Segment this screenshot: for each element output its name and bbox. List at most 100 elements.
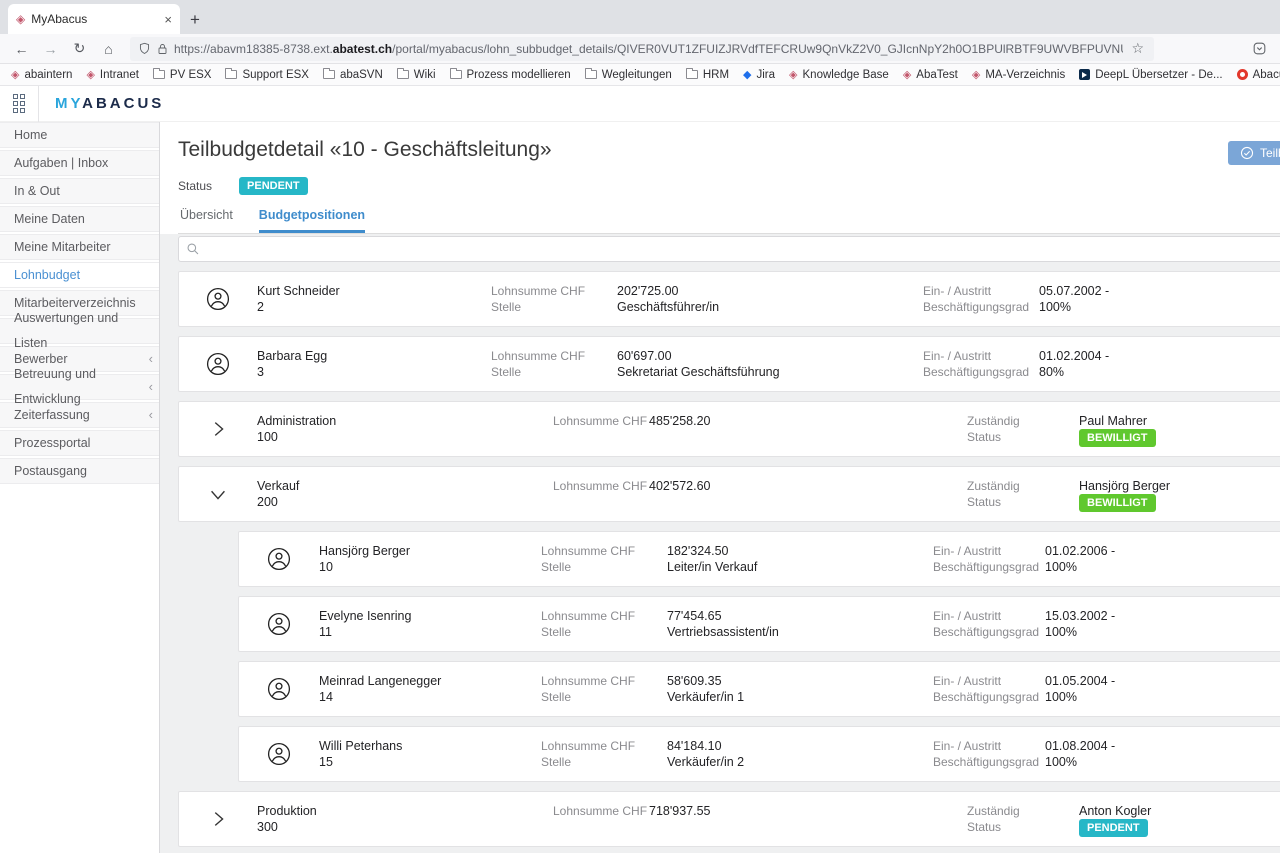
tab-uebersicht[interactable]: Übersicht xyxy=(180,208,233,222)
deepl-icon xyxy=(1079,69,1091,80)
budget-row-department[interactable]: Verkauf 200 Lohnsumme CHF 402'572.60 Zust… xyxy=(178,466,1280,522)
labels-cell: Lohnsumme CHF Stelle xyxy=(541,544,636,574)
abacus-kiosk-icon xyxy=(1236,69,1248,80)
abacus-favicon-icon: ◈ xyxy=(16,12,26,26)
sidebar-item-betreuung-und-entwicklung[interactable]: Betreuung und Entwicklung xyxy=(0,367,159,406)
tab-budgetpositionen[interactable]: Budgetpositionen xyxy=(258,208,366,233)
bookmark-item[interactable]: Support ESX xyxy=(218,65,315,85)
browser-tab[interactable]: ◈ MyAbacus × xyxy=(8,4,180,34)
bookmark-item[interactable]: Abacus - Software Kiosk xyxy=(1230,65,1280,85)
budget-row-person[interactable]: Hansjörg Berger 10 Lohnsumme CHF Stelle 18… xyxy=(238,531,1280,587)
sidebar-item-bewerber[interactable]: Bewerber xyxy=(0,346,159,372)
bookmark-item[interactable]: abaintern xyxy=(4,65,79,85)
employee-name-cell: Hansjörg Berger 10 xyxy=(319,544,411,574)
sidebar-item-in-und-out[interactable]: In & Out xyxy=(0,178,159,204)
url-bar[interactable]: https://abavm18385-8738.ext.abatest.ch/p… xyxy=(130,36,1154,61)
home-icon[interactable]: ⌂ xyxy=(104,40,113,57)
bookmark-item[interactable]: abaSVN xyxy=(316,65,390,85)
department-name-cell: Verkauf 200 xyxy=(257,479,300,509)
bookmark-item[interactable]: MA-Verzeichnis xyxy=(965,65,1072,85)
values-cell: 77'454.65 Vertriebsassistent/in xyxy=(667,609,779,639)
sidebar-item-mitarbeiterverzeichnis[interactable]: Mitarbeiterverzeichnis xyxy=(0,290,159,316)
app-header: MYABACUS xyxy=(0,85,1280,122)
labels-cell: Lohnsumme CHF Stelle xyxy=(541,739,636,769)
sidebar-item-prozessportal[interactable]: Prozessportal xyxy=(0,430,159,456)
budget-row-person[interactable]: Barbara Egg 3 Lohnsumme CHF Stelle 60'697.… xyxy=(178,336,1280,392)
budget-row-person[interactable]: Evelyne Isenring 11 Lohnsumme CHF Stelle 7… xyxy=(238,596,1280,652)
reload-icon[interactable]: ↻ xyxy=(73,40,86,56)
sidebar-item-meine-daten[interactable]: Meine Daten xyxy=(0,206,159,232)
new-tab-button[interactable]: + xyxy=(190,10,200,29)
bookmark-star-icon[interactable]: ☆ xyxy=(1131,40,1144,56)
budget-row-department[interactable]: Administration 100 Lohnsumme CHF 485'258.… xyxy=(178,401,1280,457)
extension-shield-icon[interactable] xyxy=(1246,37,1272,61)
tab-close-icon[interactable]: × xyxy=(164,11,172,27)
labels-cell: Lohnsumme CHF Stelle xyxy=(541,674,636,704)
person-icon xyxy=(267,742,291,766)
labels-cell: Ein- / Austritt Beschäftigungsgrad xyxy=(923,284,1030,314)
values-cell: 485'258.20 xyxy=(649,414,711,428)
tracking-shield-icon[interactable] xyxy=(138,42,151,55)
labels-cell: Lohnsumme CHF Stelle xyxy=(491,349,586,379)
status-badge: PENDENT xyxy=(239,177,308,195)
padlock-icon[interactable] xyxy=(157,43,168,55)
bookmark-item[interactable]: Wiki xyxy=(390,65,443,85)
bookmark-item[interactable]: PV ESX xyxy=(146,65,219,85)
bookmark-item[interactable]: Jira xyxy=(736,65,782,85)
teilbudget-action-button[interactable]: Teilbu xyxy=(1228,141,1280,165)
status-badge: PENDENT xyxy=(1079,818,1148,837)
labels-cell: Zuständig Status xyxy=(967,479,1020,509)
values-cell: 182'324.50 Leiter/in Verkauf xyxy=(667,544,758,574)
labels-cell: Zuständig Status xyxy=(967,414,1020,444)
app-grid-icon[interactable] xyxy=(13,94,25,113)
labels-cell: Lohnsumme CHF Stelle xyxy=(541,609,636,639)
person-icon xyxy=(267,547,291,571)
chevron-down-icon[interactable] xyxy=(207,483,229,505)
labels-cell: Ein- / Austritt Beschäftigungsgrad xyxy=(933,674,1040,704)
search-box[interactable] xyxy=(178,236,1280,262)
labels-cell: Ein- / Austritt Beschäftigungsgrad xyxy=(933,544,1040,574)
content-header: Teilbudgetdetail «10 - Geschäftsleitung»… xyxy=(160,122,1280,234)
labels-cell: Zuständig Status xyxy=(967,804,1020,834)
search-icon xyxy=(187,243,199,255)
budget-row-department[interactable]: Produktion 300 Lohnsumme CHF 718'937.55 Z… xyxy=(178,791,1280,847)
search-input[interactable] xyxy=(206,242,1280,256)
sidebar-item-meine-mitarbeiter[interactable]: Meine Mitarbeiter xyxy=(0,234,159,260)
bookmark-item[interactable]: AbaTest xyxy=(896,65,965,85)
sidebar-item-home[interactable]: Home xyxy=(0,122,159,148)
values-cell: Hansjörg Berger BEWILLIGT xyxy=(1079,478,1280,512)
sidebar-item-zeiterfassung[interactable]: Zeiterfassung xyxy=(0,402,159,428)
abacus-diamond-icon xyxy=(86,68,94,81)
sidebar-item-postausgang[interactable]: Postausgang xyxy=(0,458,159,484)
labels-cell: Lohnsumme CHF xyxy=(553,804,648,818)
bookmark-item[interactable]: DeepL Übersetzer - De... xyxy=(1072,65,1229,85)
sidebar-item-aufgaben-inbox[interactable]: Aufgaben | Inbox xyxy=(0,150,159,176)
bookmark-item[interactable]: HRM xyxy=(679,65,736,85)
myabacus-logo: MYABACUS xyxy=(55,95,165,112)
back-icon[interactable]: ← xyxy=(14,40,29,57)
chevron-right-icon[interactable] xyxy=(207,418,229,440)
labels-cell: Lohnsumme CHF xyxy=(553,414,648,428)
header-divider xyxy=(38,85,39,122)
bookmark-item[interactable]: Knowledge Base xyxy=(782,65,896,85)
forward-icon[interactable]: → xyxy=(43,40,58,57)
values-cell: 01.08.2004 -100% xyxy=(1045,739,1116,769)
sidebar-item-lohnbudget[interactable]: Lohnbudget xyxy=(0,262,159,288)
budget-row-person[interactable]: Willi Peterhans 15 Lohnsumme CHF Stelle 84… xyxy=(238,726,1280,782)
chevron-left-icon xyxy=(149,374,153,400)
labels-cell: Lohnsumme CHF Stelle xyxy=(491,284,586,314)
person-icon xyxy=(267,612,291,636)
labels-cell: Ein- / Austritt Beschäftigungsgrad xyxy=(923,349,1030,379)
department-name-cell: Administration 100 xyxy=(257,414,337,444)
bookmark-item[interactable]: Wegleitungen xyxy=(578,65,679,85)
chevron-left-icon xyxy=(149,346,153,372)
bookmark-item[interactable]: Prozess modellieren xyxy=(443,65,578,85)
abacus-diamond-icon xyxy=(789,68,797,81)
values-cell: 202'725.00 Geschäftsführer/in xyxy=(617,284,720,314)
budget-row-person[interactable]: Meinrad Langenegger 14 Lohnsumme CHF Stell… xyxy=(238,661,1280,717)
values-cell: Anton Kogler PENDENT xyxy=(1079,803,1280,837)
budget-row-person[interactable]: Kurt Schneider 2 Lohnsumme CHF Stelle 202'… xyxy=(178,271,1280,327)
sidebar-item-auswertungen-und-listen[interactable]: Auswertungen und Listen xyxy=(0,311,159,350)
chevron-right-icon[interactable] xyxy=(207,808,229,830)
bookmark-item[interactable]: Intranet xyxy=(79,65,145,85)
